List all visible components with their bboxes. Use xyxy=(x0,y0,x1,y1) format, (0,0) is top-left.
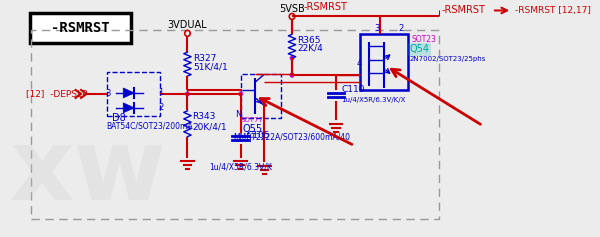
Text: N: N xyxy=(235,110,242,119)
Text: xw: xw xyxy=(10,124,167,221)
Text: -RSMRST [12,17]: -RSMRST [12,17] xyxy=(515,6,591,15)
Text: 5VSB: 5VSB xyxy=(279,5,305,14)
Circle shape xyxy=(290,73,294,77)
Text: Q55: Q55 xyxy=(242,124,263,134)
Text: MMBT2222A/SOT23/600mA/40: MMBT2222A/SOT23/600mA/40 xyxy=(233,132,350,141)
Text: 2: 2 xyxy=(398,24,404,33)
Text: 2N7002/SOT23/25phs: 2N7002/SOT23/25phs xyxy=(409,56,486,62)
Circle shape xyxy=(290,73,294,77)
Text: -RSMRST: -RSMRST xyxy=(303,2,347,13)
Text: C105: C105 xyxy=(246,131,269,140)
Text: R343: R343 xyxy=(192,112,215,121)
Text: 51K/4/1: 51K/4/1 xyxy=(193,63,228,72)
Circle shape xyxy=(238,91,243,96)
Bar xyxy=(360,34,407,90)
Bar xyxy=(107,72,160,116)
Text: [12]  -DEPSLP: [12] -DEPSLP xyxy=(26,89,88,98)
Text: 1u/4/X5R/6.3V/K: 1u/4/X5R/6.3V/K xyxy=(209,163,272,172)
Text: -RSMRST: -RSMRST xyxy=(51,21,109,35)
FancyBboxPatch shape xyxy=(29,14,131,43)
Text: 3VDUAL: 3VDUAL xyxy=(167,20,207,30)
Text: 3: 3 xyxy=(374,24,380,33)
Text: 1: 1 xyxy=(158,88,163,97)
Text: -RSMRST: -RSMRST xyxy=(442,5,485,15)
Text: 2: 2 xyxy=(158,103,163,112)
Text: BAT54C/SOT23/200mA: BAT54C/SOT23/200mA xyxy=(106,122,193,131)
Bar xyxy=(31,30,439,219)
Text: 3: 3 xyxy=(105,89,110,98)
Text: SOT77: SOT77 xyxy=(240,117,263,123)
Text: 1u/4/X5R/6.3V/K/X: 1u/4/X5R/6.3V/K/X xyxy=(341,97,406,103)
Polygon shape xyxy=(123,88,134,98)
Text: 22K/4: 22K/4 xyxy=(298,44,323,53)
Text: R327: R327 xyxy=(193,54,217,63)
Text: R365: R365 xyxy=(298,36,321,45)
Text: D8: D8 xyxy=(112,113,126,123)
Text: 20K/4/1: 20K/4/1 xyxy=(192,122,227,131)
Circle shape xyxy=(290,56,294,61)
Text: C110: C110 xyxy=(341,86,365,95)
Text: SOT23: SOT23 xyxy=(411,35,436,44)
Polygon shape xyxy=(123,103,134,113)
Text: Q54: Q54 xyxy=(409,44,430,54)
Bar xyxy=(241,74,281,118)
Circle shape xyxy=(185,91,190,96)
Text: 4: 4 xyxy=(356,59,361,68)
